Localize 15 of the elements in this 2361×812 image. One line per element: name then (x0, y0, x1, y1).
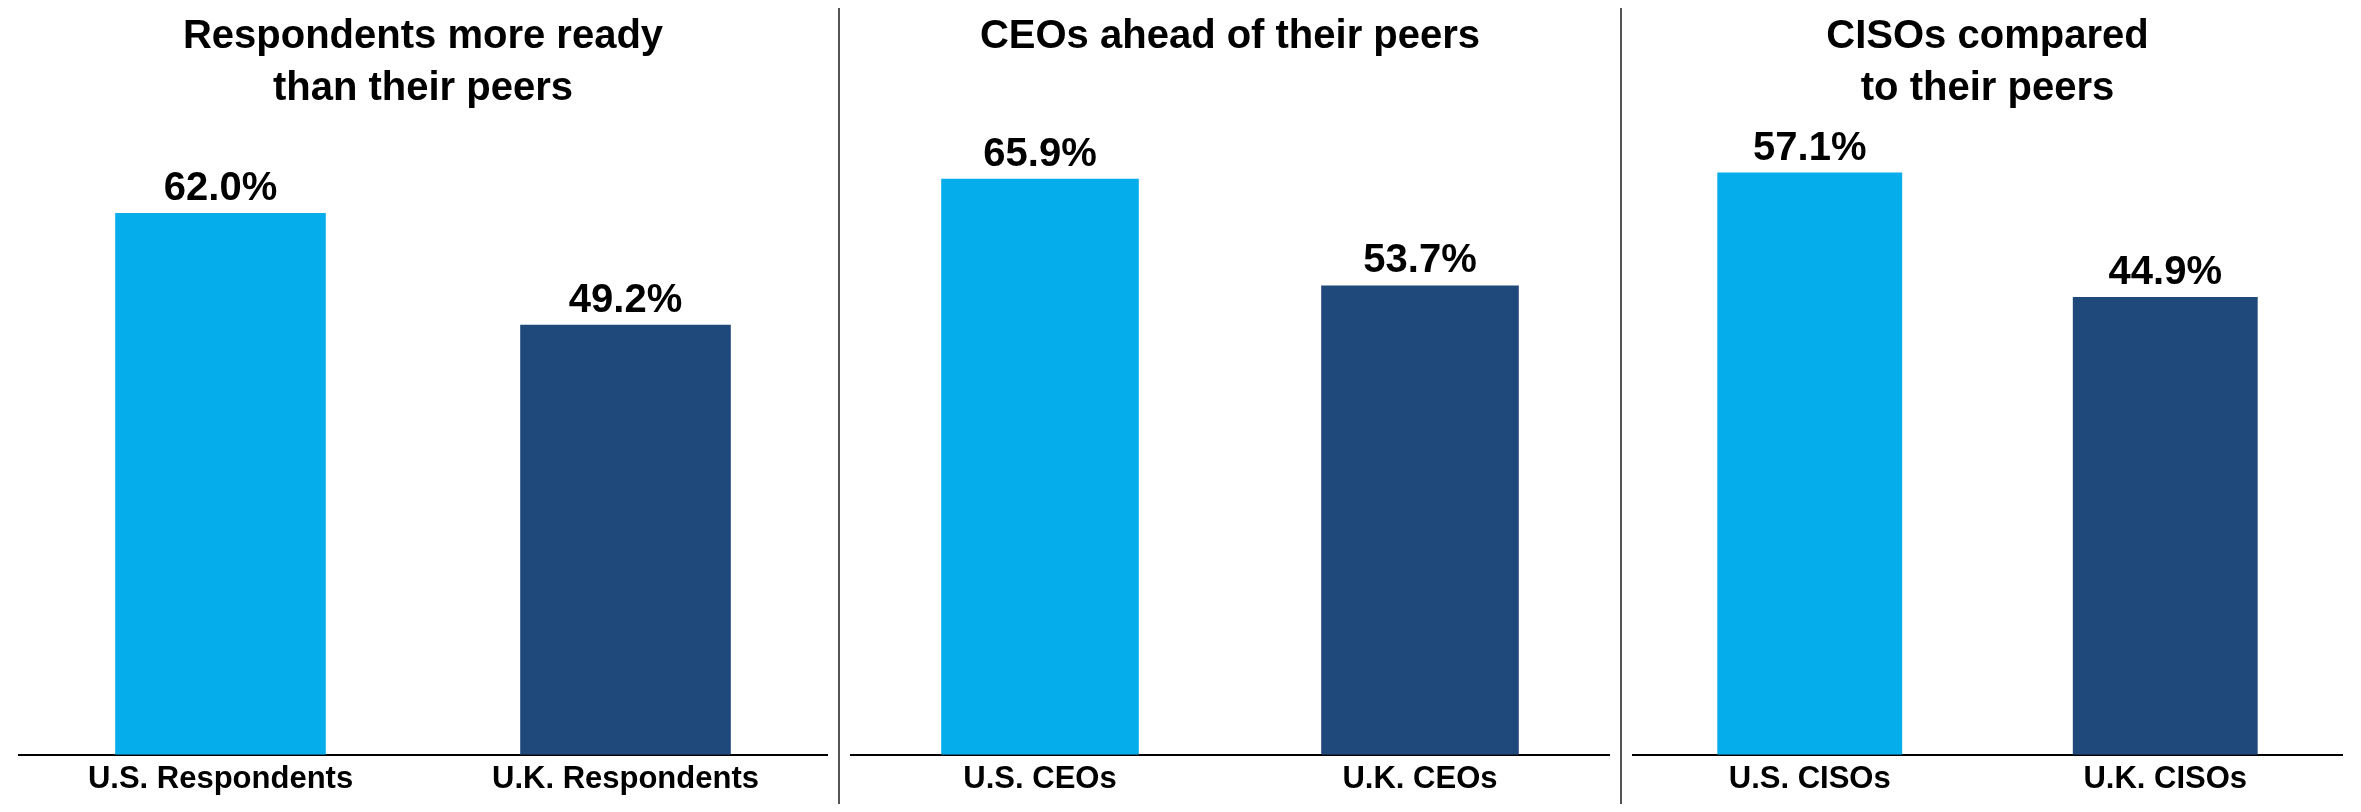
data-label: 49.2% (568, 275, 683, 320)
x-tick-label: U.K. CISOs (2083, 759, 2248, 795)
chart-title: Respondents more ready than their peers (181, 11, 665, 110)
x-tick-label: U.K. CEOs (1342, 759, 1498, 795)
chart-title: CEOs ahead of their peers (979, 11, 1481, 58)
chart-title: CISOs compared to their peers (1825, 11, 2150, 110)
x-tick-label: U.S. CEOs (963, 759, 1117, 795)
x-tick-label: U.K. Respondents (492, 759, 759, 795)
data-label: 57.1% (1753, 123, 1867, 168)
x-tick-label: U.S. Respondents (87, 759, 354, 795)
data-label: 53.7% (1363, 236, 1477, 281)
data-label: 65.9% (983, 129, 1097, 174)
x-tick-label: U.S. CISOs (1728, 759, 1891, 795)
data-label: 62.0% (163, 163, 278, 208)
data-label: 44.9% (2108, 248, 2222, 292)
